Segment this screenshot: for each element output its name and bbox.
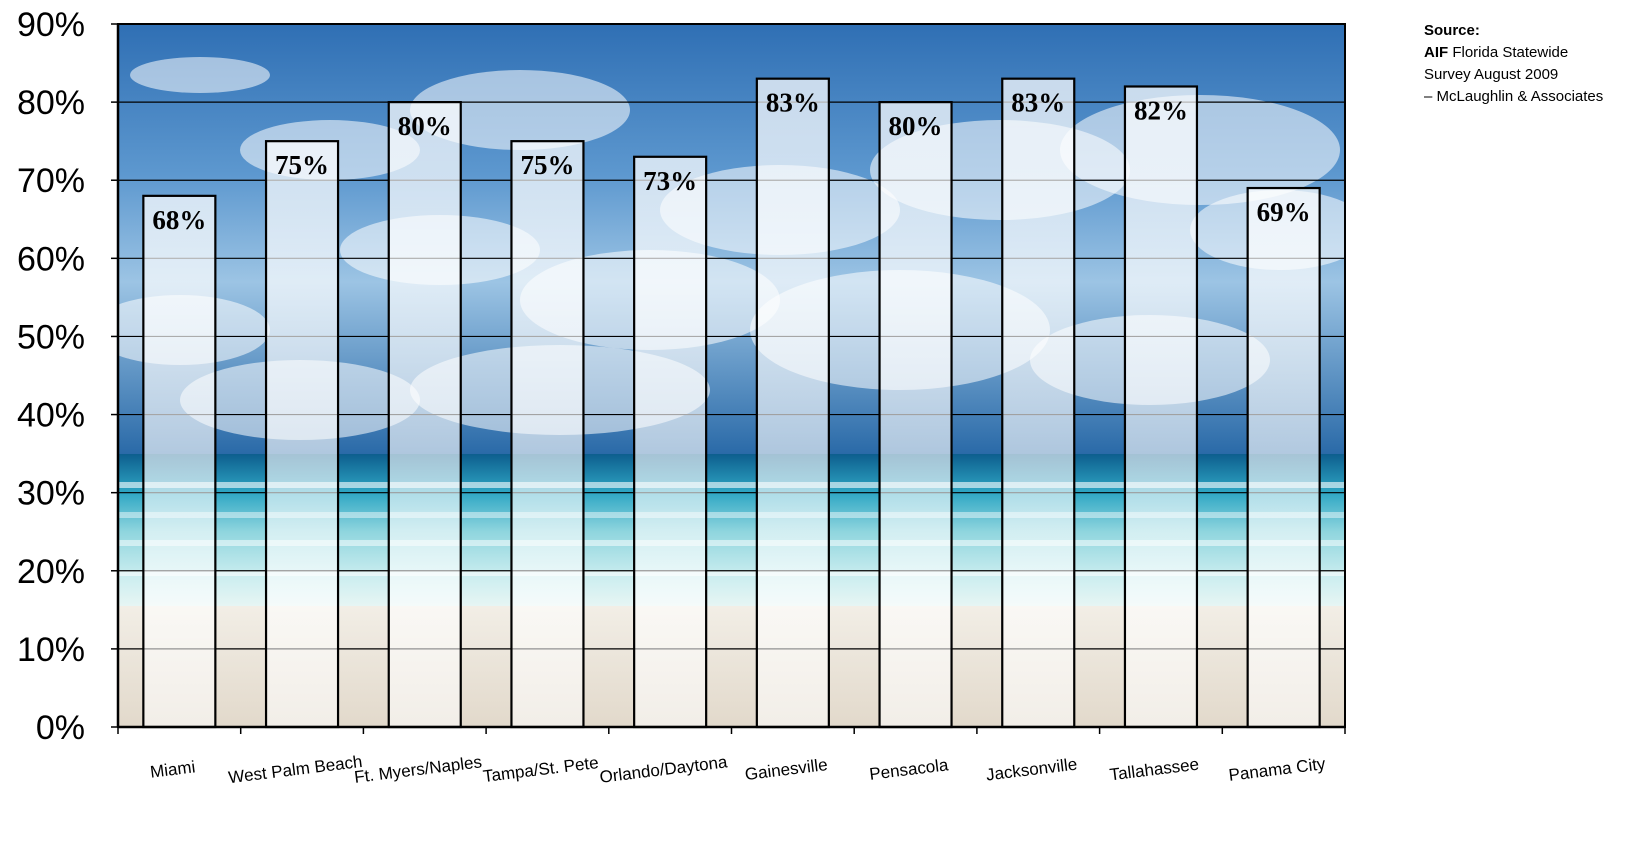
source-note: Source: AIF Florida Statewide Survey Aug… (1424, 20, 1646, 108)
y-tick-label: 0% (36, 709, 85, 747)
data-label: 83% (766, 88, 820, 118)
source-line-2: Survey August 2009 (1424, 66, 1559, 83)
y-tick-label: 80% (17, 84, 85, 122)
data-label: 68% (152, 205, 206, 235)
y-tick-label: 50% (17, 318, 85, 356)
data-label: 82% (1134, 95, 1188, 125)
wave (118, 512, 1345, 518)
data-label: 83% (1011, 88, 1065, 118)
data-label: 69% (1257, 197, 1311, 227)
wave (118, 482, 1345, 488)
data-label: 73% (643, 166, 697, 196)
source-line-3: – McLaughlin & Associates (1424, 88, 1604, 105)
data-label: 75% (520, 150, 574, 180)
bars (142, 77, 1321, 729)
bar (1123, 85, 1199, 729)
y-tick-label: 90% (17, 6, 85, 44)
source-heading: Source: (1424, 22, 1480, 39)
wave (118, 540, 1345, 546)
source-line-1: AIF Florida Statewide (1424, 42, 1646, 64)
bar (142, 194, 217, 729)
cloud (410, 70, 630, 150)
y-tick-label: 70% (17, 162, 85, 200)
x-tick-label: Pensacola (868, 755, 950, 784)
y-tick-label: 20% (17, 553, 85, 591)
y-tick-label: 10% (17, 631, 85, 669)
bar (387, 101, 462, 729)
x-tick-label: Gainesville (744, 755, 829, 784)
bar (264, 140, 340, 729)
x-tick-label: Tampa/St. Pete (482, 753, 600, 786)
x-tick-label: Jacksonville (985, 755, 1078, 785)
wave (118, 570, 1345, 576)
x-tick-label: Miami (149, 757, 196, 781)
bar (633, 155, 708, 729)
data-label: 80% (398, 111, 452, 141)
data-label: 80% (889, 111, 943, 141)
source-org: AIF (1424, 44, 1449, 61)
cloud (130, 57, 270, 93)
x-tick-label: Panama City (1228, 754, 1327, 785)
source-line-1-rest: Florida Statewide (1448, 44, 1569, 61)
data-labels: 68% 75% 80% 75% 73% 83% 80% 83% 82% 69% (152, 88, 1310, 235)
x-tick-label: Tallahassee (1109, 755, 1200, 785)
data-label: 75% (275, 150, 329, 180)
x-tick-label: Orlando/Daytona (599, 752, 729, 787)
y-tick-label: 40% (17, 397, 85, 435)
y-axis-tick-labels: 0% 10% 20% 30% 40% 50% 60% 70% 80% 90% (17, 6, 85, 747)
bar (510, 140, 585, 729)
y-tick-label: 60% (17, 240, 85, 278)
y-tick-label: 30% (17, 475, 85, 513)
bar (1001, 77, 1076, 729)
bar (878, 101, 953, 729)
bar (755, 77, 830, 729)
x-tick-label: West Palm Beach (227, 752, 363, 787)
axes (111, 23, 1346, 734)
x-tick-label: Ft. Myers/Naples (353, 752, 483, 787)
bar (1246, 186, 1321, 729)
